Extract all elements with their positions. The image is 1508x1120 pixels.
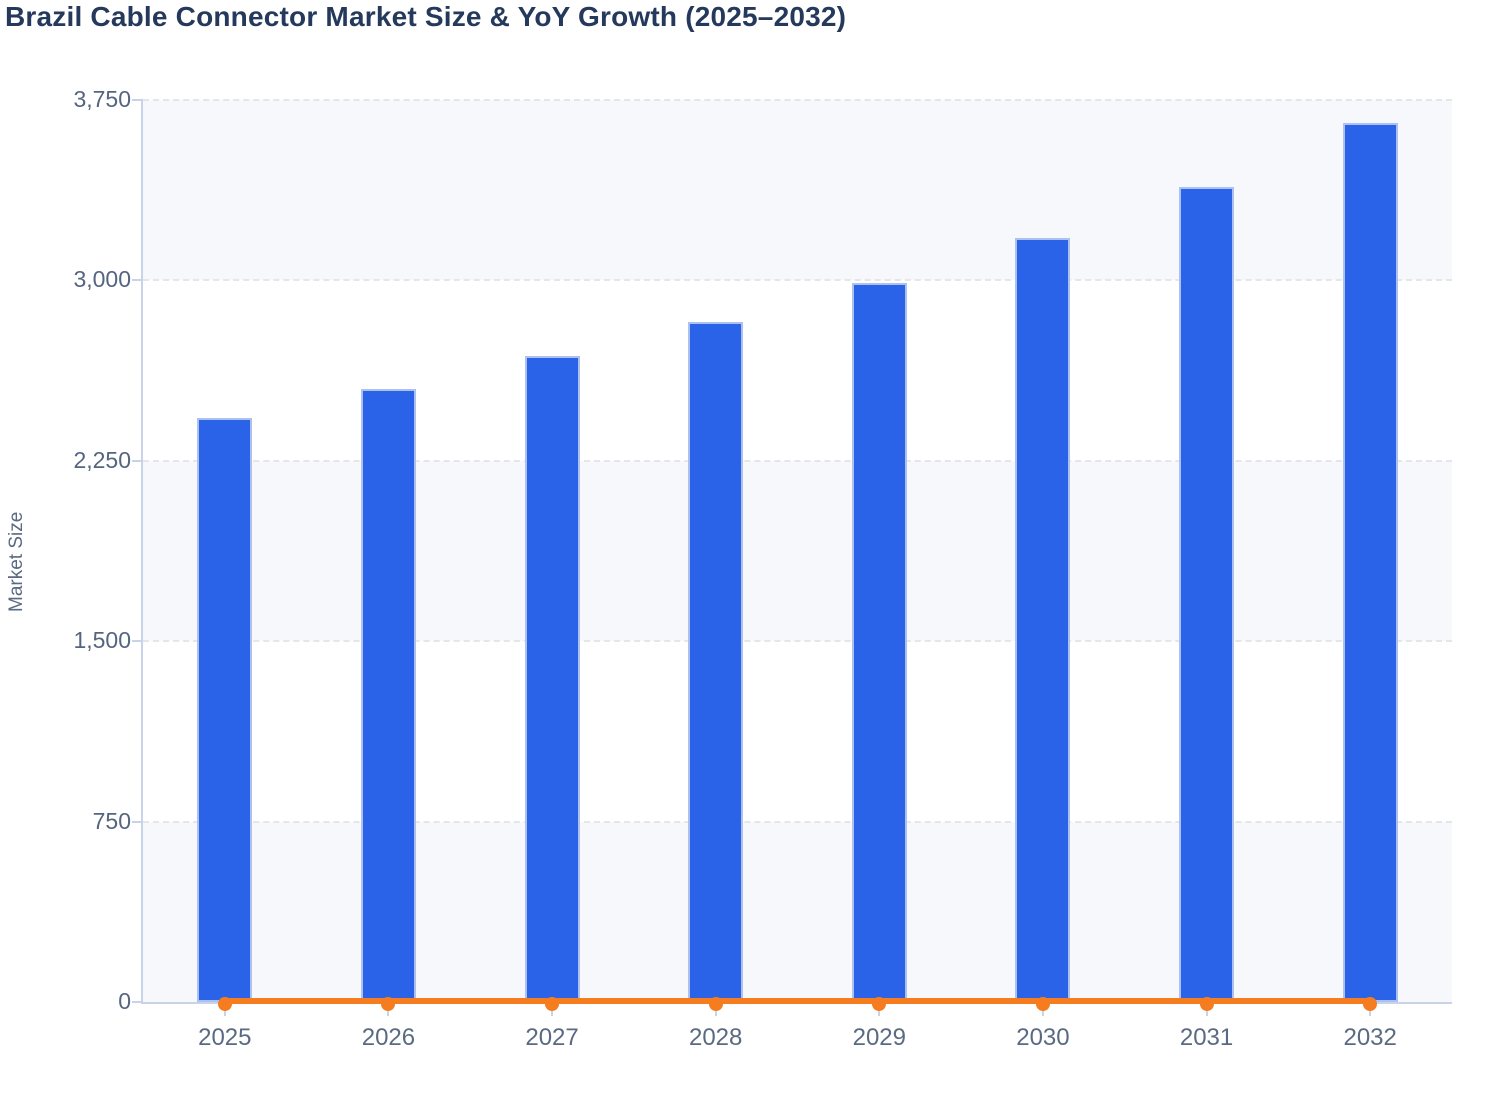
plot-band [143,460,1452,642]
bar-2030 [1015,238,1071,1002]
y-tick-label: 1,500 [73,627,131,654]
yoy-growth-line [221,998,1374,1004]
y-tick-mark [132,459,143,462]
yoy-point-2030 [1035,997,1050,1011]
yoy-point-2025 [217,997,232,1011]
y-axis-title: Market Size [6,511,27,612]
y-tick-label: 3,000 [73,266,131,293]
plot-band [143,641,1452,822]
x-tick-label: 2030 [1016,1024,1070,1051]
y-tick-label: 750 [92,807,131,834]
x-tick-label: 2026 [361,1024,416,1051]
bar-2032 [1342,122,1398,1002]
y-tick-mark [132,820,143,823]
yoy-point-2028 [708,997,723,1011]
plot-band [143,100,1452,281]
y-tick-label: 2,250 [73,446,131,473]
bar-2029 [851,282,907,1002]
yoy-point-2032 [1363,997,1378,1011]
gridline [143,99,1452,101]
plot-band [143,821,1452,1002]
x-tick-label: 2025 [198,1024,252,1051]
y-tick-mark [132,279,143,282]
y-axis-line [141,100,143,1004]
y-tick-mark [132,1001,143,1003]
y-tick-label: 3,750 [73,86,131,112]
x-tick-label: 2028 [688,1024,743,1051]
bar-2027 [524,356,580,1002]
yoy-point-2031 [1199,997,1214,1011]
gridline [143,640,1452,643]
yoy-point-2026 [381,997,396,1011]
bar-2025 [197,417,253,1002]
gridline [143,459,1452,462]
yoy-point-2029 [872,997,887,1011]
x-tick-label: 2029 [852,1024,906,1051]
x-tick-label: 2031 [1179,1024,1234,1051]
bar-2026 [360,388,416,1002]
chart-title: Brazil Cable Connector Market Size & YoY… [5,1,847,32]
y-tick-label: 0 [118,988,131,1014]
y-tick-mark [132,640,143,643]
gridline [143,279,1452,282]
bar-2031 [1179,186,1235,1002]
gridline [143,820,1452,823]
y-tick-mark [132,99,143,101]
bar-2028 [688,322,744,1002]
yoy-point-2027 [545,997,560,1011]
x-tick-label: 2027 [525,1024,579,1051]
plot-band [143,280,1452,461]
x-tick-label: 2032 [1343,1024,1397,1051]
